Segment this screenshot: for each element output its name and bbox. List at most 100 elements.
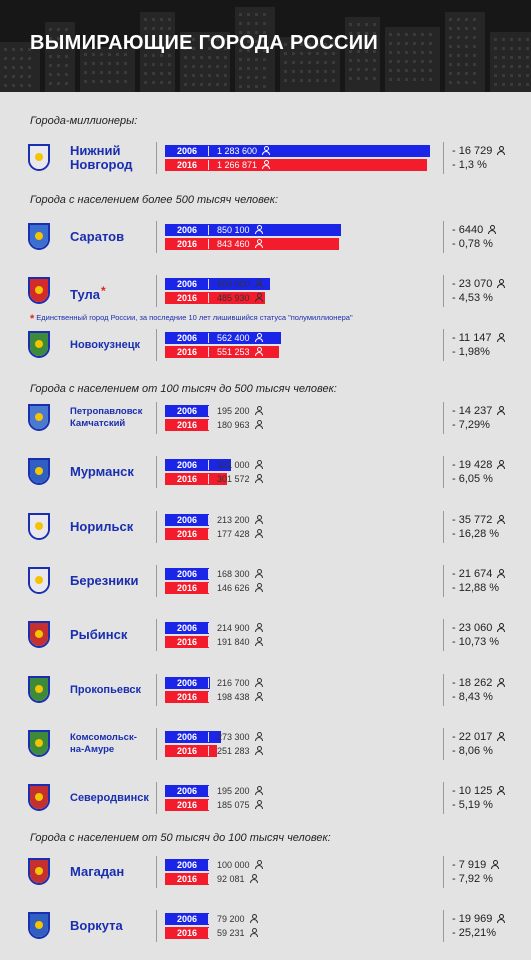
building-silhouette	[140, 12, 175, 92]
year-label-2016: 2016	[165, 927, 209, 939]
window-decoration	[316, 70, 319, 73]
person-icon	[262, 146, 271, 155]
window-decoration	[389, 51, 392, 54]
window-decoration	[429, 78, 432, 81]
window-decoration	[247, 76, 250, 79]
window-decoration	[510, 74, 513, 77]
population-value-2006: 216 700	[217, 677, 263, 689]
window-decoration	[421, 60, 424, 63]
row-divider-right	[443, 275, 444, 307]
window-decoration	[357, 59, 360, 62]
population-value-2006: 195 200	[217, 405, 263, 417]
window-decoration	[263, 22, 266, 25]
window-decoration	[526, 74, 529, 77]
window-decoration	[510, 38, 513, 41]
window-decoration	[160, 72, 163, 75]
population-value-2006: 509 000	[217, 278, 263, 290]
row-divider-left	[156, 674, 157, 706]
window-decoration	[473, 45, 476, 48]
window-decoration	[208, 65, 211, 68]
window-decoration	[465, 72, 468, 75]
window-decoration	[239, 58, 242, 61]
window-decoration	[357, 23, 360, 26]
window-decoration	[192, 47, 195, 50]
person-icon	[254, 420, 263, 429]
window-decoration	[57, 73, 60, 76]
row-divider-right	[443, 565, 444, 597]
row-divider-right	[443, 329, 444, 361]
window-decoration	[116, 53, 119, 56]
population-value-2016: 59 231	[217, 927, 258, 939]
window-decoration	[160, 36, 163, 39]
emblem-detail	[35, 685, 43, 693]
window-decoration	[57, 64, 60, 67]
year-label-2006: 2006	[165, 785, 209, 797]
building-silhouette	[180, 32, 230, 92]
percent-change: - 8,06 %	[452, 745, 493, 757]
percent-change: - 1,3 %	[452, 159, 487, 171]
year-label-2016: 2016	[165, 873, 209, 885]
window-decoration	[65, 46, 68, 49]
window-decoration	[108, 71, 111, 74]
year-label-2006: 2006	[165, 332, 209, 344]
row-divider-right	[443, 142, 444, 174]
window-decoration	[255, 31, 258, 34]
window-decoration	[200, 56, 203, 59]
population-value-text: 195 200	[217, 406, 250, 416]
window-decoration	[332, 79, 335, 82]
window-decoration	[316, 79, 319, 82]
city-name: Тула*	[70, 284, 106, 302]
year-label-2016: 2016	[165, 799, 209, 811]
population-value-2006: 562 400	[217, 332, 263, 344]
window-decoration	[247, 40, 250, 43]
window-decoration	[108, 62, 111, 65]
percent-change: - 0,78 %	[452, 238, 493, 250]
window-decoration	[247, 49, 250, 52]
row-divider-left	[156, 728, 157, 760]
window-decoration	[405, 51, 408, 54]
window-decoration	[12, 75, 15, 78]
year-label-2006: 2006	[165, 913, 209, 925]
window-decoration	[373, 41, 376, 44]
window-decoration	[49, 73, 52, 76]
window-decoration	[224, 47, 227, 50]
window-decoration	[144, 36, 147, 39]
window-decoration	[108, 80, 111, 83]
population-value-2006: 168 300	[217, 568, 263, 580]
window-decoration	[184, 38, 187, 41]
row-divider-right	[443, 402, 444, 434]
window-decoration	[184, 56, 187, 59]
year-label-2006: 2006	[165, 731, 209, 743]
city-name: Норильск	[70, 519, 134, 534]
window-decoration	[373, 77, 376, 80]
row-divider-left	[156, 329, 157, 361]
building-silhouette	[45, 22, 75, 92]
population-change: - 14 237	[452, 405, 506, 418]
emblem-detail	[35, 467, 43, 475]
window-decoration	[526, 38, 529, 41]
window-decoration	[168, 81, 171, 84]
window-decoration	[473, 63, 476, 66]
row-divider-left	[156, 275, 157, 307]
row-divider-right	[443, 456, 444, 488]
window-decoration	[502, 83, 505, 86]
window-decoration	[502, 74, 505, 77]
window-decoration	[300, 43, 303, 46]
window-decoration	[473, 36, 476, 39]
window-decoration	[247, 67, 250, 70]
person-icon	[254, 569, 263, 578]
row-divider-right	[443, 782, 444, 814]
window-decoration	[20, 84, 23, 87]
building-silhouette	[280, 37, 340, 92]
building-silhouette	[345, 17, 380, 92]
population-change: - 23 070	[452, 278, 506, 291]
window-decoration	[397, 51, 400, 54]
window-decoration	[494, 47, 497, 50]
window-decoration	[144, 18, 147, 21]
window-decoration	[473, 18, 476, 21]
window-decoration	[263, 49, 266, 52]
city-emblem-icon	[28, 513, 50, 540]
window-decoration	[160, 81, 163, 84]
window-decoration	[365, 32, 368, 35]
window-decoration	[421, 42, 424, 45]
